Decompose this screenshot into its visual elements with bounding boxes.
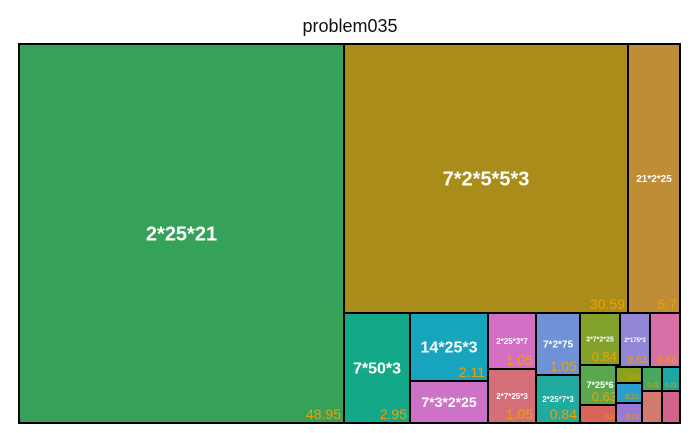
tile-20 xyxy=(641,390,663,424)
tile-value-label: 0.63 xyxy=(628,355,648,366)
tile-label: 7*2*5*5*3 xyxy=(443,169,530,191)
tile-13: 0.63 xyxy=(649,312,681,368)
tile-rect-7-3-2-25 xyxy=(409,380,489,424)
tile-1: 7*2*5*5*3 30.59 xyxy=(343,43,629,314)
tile-9: 2*25*7*3 0.84 xyxy=(535,374,581,424)
tile-rect-3-7-2-25 xyxy=(579,312,621,366)
tile-16: 0.21 xyxy=(615,382,643,404)
tile-label: 2*25*21 xyxy=(146,224,217,246)
tile-label: 2*7*25*3 xyxy=(496,392,528,401)
tile-value-label: 0.84 xyxy=(550,406,577,422)
tile-label: 21*2*25 xyxy=(636,174,672,185)
tile-value-label: 0.63 xyxy=(592,389,617,404)
tile-value-label: 0.21 xyxy=(647,383,659,389)
chart-title: problem035 xyxy=(302,16,398,36)
tile-11: 7*25*60.63 xyxy=(579,364,621,406)
tile-rect-2-25-7-3 xyxy=(535,374,581,424)
tile-rect-13 xyxy=(649,312,681,368)
tile-14: 0.21 xyxy=(579,404,621,424)
tile-label: 2*25*7*3 xyxy=(542,395,574,404)
tile-value-label: 0.63 xyxy=(658,355,678,366)
tile-12: 2*175*3 0.63 xyxy=(619,312,651,368)
tile-2: 21*2*25 5.7 xyxy=(627,43,681,314)
tile-21 xyxy=(661,390,681,424)
tile-6: 2*25*3*7 1.05 xyxy=(487,312,537,370)
tile-rect-7-2-75 xyxy=(535,312,581,376)
tile-value-label: 48.95 xyxy=(306,406,341,422)
tile-8: 7*2*75 1.05 xyxy=(535,312,581,376)
tile-value-label: 0.84 xyxy=(592,349,617,364)
tile-label: 14*25*3 xyxy=(421,340,478,357)
tile-value-label: 1.05 xyxy=(550,358,577,374)
tile-18: 0.21 xyxy=(641,366,663,392)
tile-value-label: 0.21 xyxy=(605,415,617,421)
tile-rect-20 xyxy=(641,390,663,424)
tile-3: 7*50*3 2.95 xyxy=(343,312,411,424)
tile-label: 3*7*2*25 xyxy=(586,336,614,343)
tile-value-label: 0.21 xyxy=(625,394,639,401)
tile-5: 7*3*2*25 xyxy=(409,380,489,424)
tile-label: 2*25*3*7 xyxy=(496,337,528,346)
tile-value-label: 0.21 xyxy=(627,375,639,381)
tile-rect-2-25-3-7 xyxy=(487,312,537,370)
tile-value-label: 1.05 xyxy=(506,352,533,368)
tile-0: 2*25*21 48.95 xyxy=(18,43,345,424)
tile-value-label: 0.21 xyxy=(665,383,677,389)
tile-7: 2*7*25*3 1.05 xyxy=(487,368,537,424)
tile-value-label: 2.95 xyxy=(380,406,407,422)
tile-label: 7*2*75 xyxy=(543,340,573,351)
tile-4: 14*25*3 2.11 xyxy=(409,312,489,382)
tile-rect-2-7-25-3 xyxy=(487,368,537,424)
tile-value-label: 5.7 xyxy=(658,296,678,312)
tile-15: 0.21 xyxy=(615,366,643,384)
tile-label: 2*175*3 xyxy=(624,338,646,344)
tile-value-label: 1.05 xyxy=(506,406,533,422)
tile-value-label: 2.11 xyxy=(459,364,485,380)
tile-label: 7*25*6 xyxy=(586,380,613,390)
tile-value-label: 0.21 xyxy=(625,414,639,421)
tile-rect-21 xyxy=(661,390,681,424)
tile-value-label: 30.59 xyxy=(590,296,625,312)
tile-17: 0.21 xyxy=(615,402,643,424)
tile-label: 7*50*3 xyxy=(353,361,401,378)
tile-rect-21-2-25 xyxy=(627,43,681,314)
tile-10: 3*7*2*25 0.84 xyxy=(579,312,621,366)
tile-label: 7*3*2*25 xyxy=(421,394,476,410)
tile-19: 0.21 xyxy=(661,366,681,392)
